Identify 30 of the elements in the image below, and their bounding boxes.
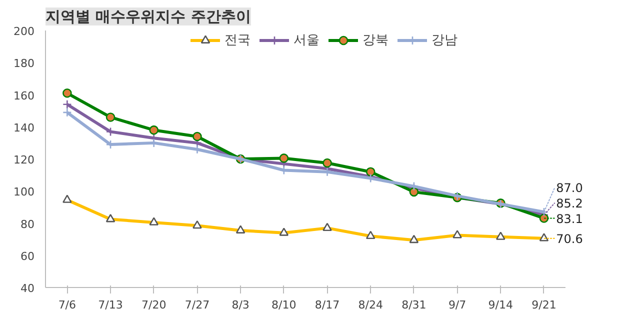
data-label: 85.2 <box>556 196 583 210</box>
y-tick-label: 140 <box>14 121 35 134</box>
legend-label: 강남 <box>432 32 458 49</box>
x-tick-label: 7/6 <box>58 298 76 312</box>
y-tick-label: 60 <box>20 250 35 263</box>
y-tick-label: 200 <box>14 25 35 38</box>
y-tick-label: 160 <box>14 89 35 102</box>
x-tick-label: 8/3 <box>232 298 250 312</box>
data-label: 87.0 <box>556 180 583 195</box>
x-tick-label: 8/31 <box>402 298 426 312</box>
y-tick-label: 180 <box>14 57 35 70</box>
x-tick-label: 7/20 <box>142 298 166 312</box>
y-tick-label: 100 <box>14 186 35 199</box>
x-tick-label: 8/10 <box>272 298 296 312</box>
x-tick-label: 8/24 <box>358 298 383 312</box>
x-tick-label: 7/13 <box>98 298 123 312</box>
x-tick-label: 7/27 <box>184 298 210 312</box>
chart-title: 지역별 매수우위지수 주간추이 <box>46 8 251 26</box>
legend-label: 강북 <box>362 32 388 49</box>
data-label: 83.1 <box>556 212 583 226</box>
data-label: 70.6 <box>556 232 583 246</box>
x-tick-label: 9/14 <box>488 298 513 312</box>
x-tick-label: 8/17 <box>314 298 340 312</box>
legend-label: 서울 <box>294 32 320 49</box>
y-tick-label: 120 <box>14 154 35 166</box>
y-tick-label: 40 <box>20 282 35 295</box>
x-tick-label: 9/21 <box>532 298 556 312</box>
legend-label: 전국 <box>224 32 250 49</box>
y-tick-label: 80 <box>20 218 35 231</box>
x-tick-label: 9/7 <box>448 298 466 312</box>
